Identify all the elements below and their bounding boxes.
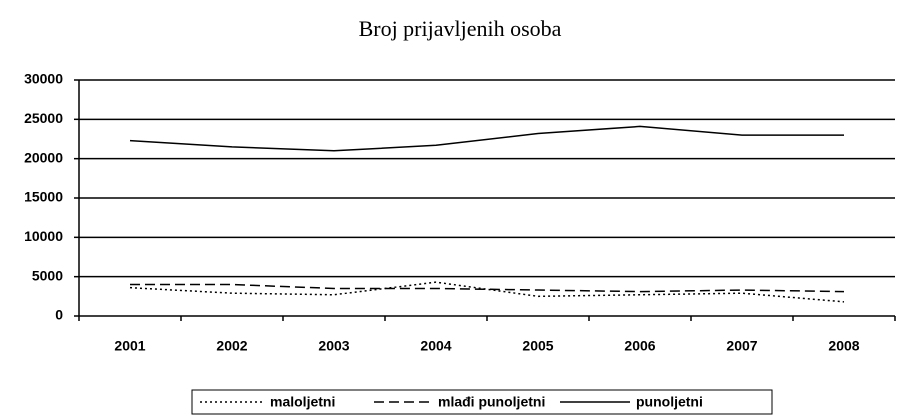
chart-title: Broj prijavljenih osoba bbox=[359, 16, 562, 41]
series-line bbox=[129, 125, 844, 152]
y-tick-label: 25000 bbox=[24, 110, 63, 126]
series-line bbox=[129, 281, 845, 303]
y-tick-label: 10000 bbox=[24, 228, 63, 244]
x-tick-label: 2008 bbox=[828, 338, 859, 354]
legend-box bbox=[191, 389, 773, 415]
series-line bbox=[130, 283, 845, 293]
y-tick-label: 20000 bbox=[24, 149, 63, 165]
x-tick-label: 2007 bbox=[726, 338, 757, 354]
y-tick-label: 5000 bbox=[32, 267, 63, 283]
x-tick-label: 2006 bbox=[624, 338, 655, 354]
legend-label: mlađi punoljetni bbox=[438, 394, 545, 410]
x-tick-label: 2003 bbox=[318, 338, 349, 354]
x-tick-label: 2004 bbox=[420, 338, 451, 354]
y-tick-label: 15000 bbox=[24, 189, 63, 205]
legend-label: maloljetni bbox=[270, 394, 335, 410]
y-tick-label: 0 bbox=[55, 307, 63, 323]
legend-label: punoljetni bbox=[636, 394, 703, 410]
x-tick-label: 2002 bbox=[216, 338, 247, 354]
x-tick-label: 2005 bbox=[522, 338, 553, 354]
x-tick-label: 2001 bbox=[114, 338, 145, 354]
y-tick-label: 30000 bbox=[24, 71, 63, 87]
